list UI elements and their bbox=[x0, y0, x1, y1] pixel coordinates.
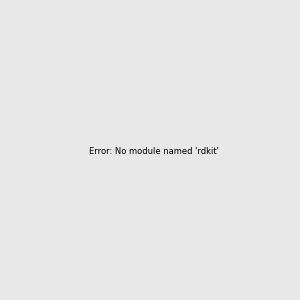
Text: Error: No module named 'rdkit': Error: No module named 'rdkit' bbox=[89, 147, 219, 156]
